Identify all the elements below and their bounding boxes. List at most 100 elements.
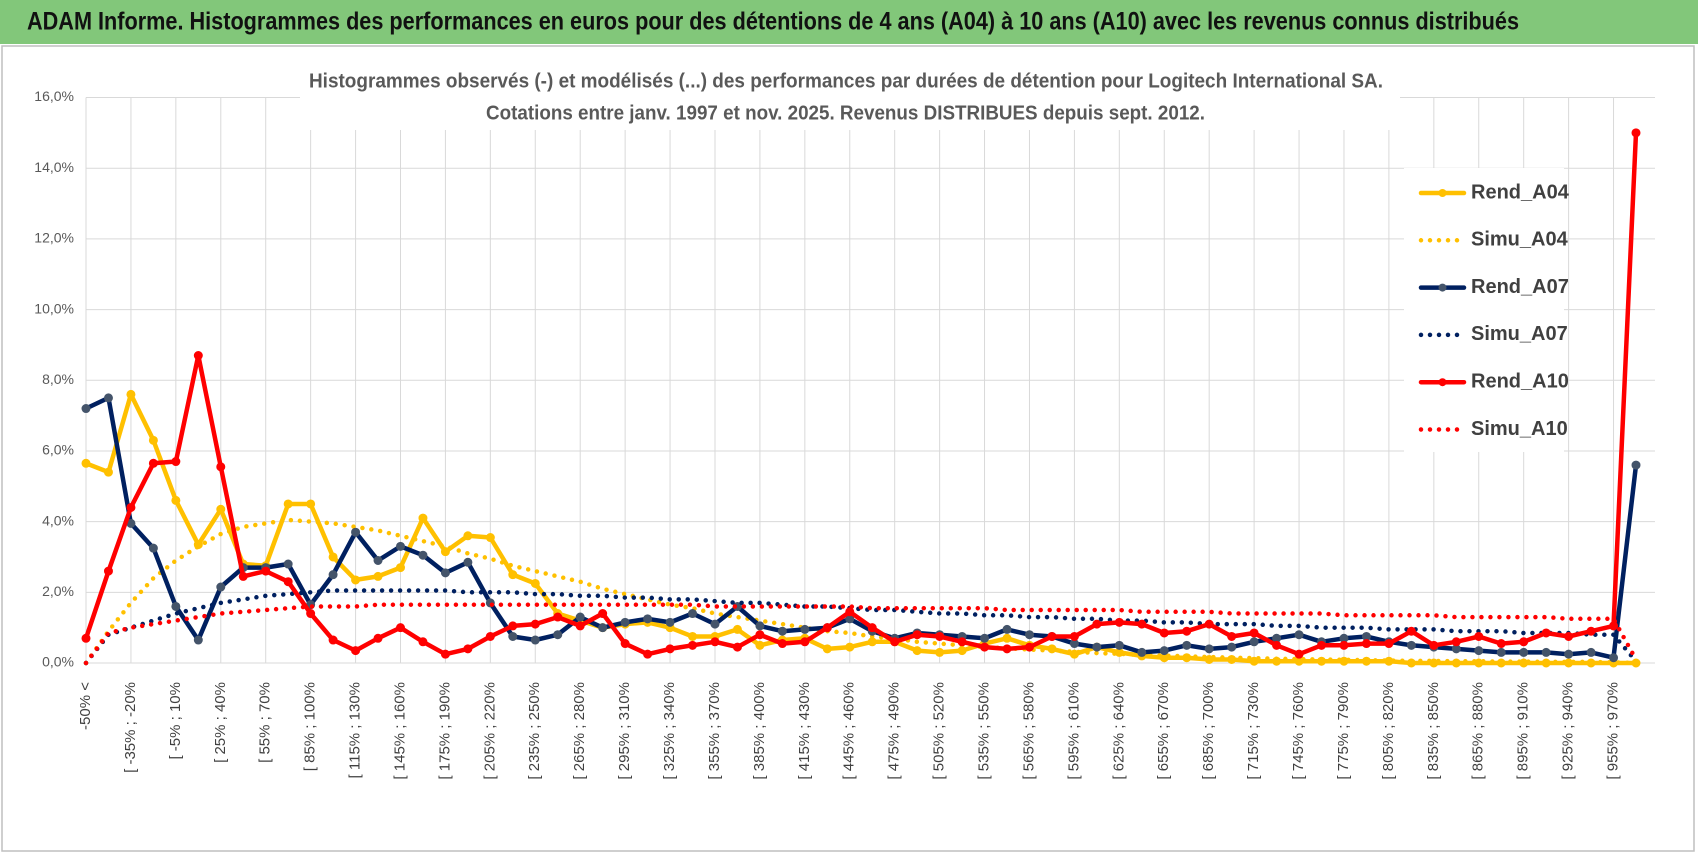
series-line <box>83 517 1639 666</box>
point <box>777 639 787 649</box>
point <box>643 614 653 624</box>
x-tick-label: [ 175% ; 190% <box>436 682 453 780</box>
point <box>418 513 428 523</box>
series-line <box>83 588 1639 666</box>
point <box>530 619 540 629</box>
series-line <box>83 395 1639 660</box>
y-tick-label: 14,0% <box>34 159 74 175</box>
chart-title: Histogrammes observés (-) et modélisés (… <box>309 70 1383 92</box>
legend: Rend_A04 Simu_A04 Rend_A07 Simu_A07 Rend_A10… <box>1418 181 1570 440</box>
point <box>912 646 922 656</box>
series-line <box>83 130 1639 657</box>
point <box>328 570 338 580</box>
point <box>508 570 518 580</box>
point <box>351 527 361 537</box>
point <box>1317 640 1327 650</box>
point <box>283 559 293 569</box>
point <box>306 499 316 509</box>
point <box>1474 646 1484 656</box>
point <box>171 457 181 467</box>
point <box>1631 128 1641 138</box>
point <box>1474 631 1484 641</box>
x-tick-label: [ 145% ; 160% <box>391 682 408 780</box>
x-tick-label: [ 895% ; 910% <box>1515 682 1532 780</box>
point <box>81 458 91 468</box>
point <box>822 623 832 633</box>
point <box>980 633 990 643</box>
point <box>845 642 855 652</box>
x-tick-label: [ 325% ; 340% <box>661 682 678 780</box>
x-tick-label: [ 25% ; 40% <box>212 682 229 763</box>
point <box>328 552 338 562</box>
point <box>1519 637 1529 647</box>
point <box>373 633 383 643</box>
point <box>935 647 945 657</box>
point <box>1002 633 1012 643</box>
point <box>1384 639 1394 649</box>
point <box>710 637 720 647</box>
point <box>440 547 450 557</box>
legend-label: Rend_A10 <box>1471 370 1569 392</box>
x-tick-label: [ 595% ; 610% <box>1065 682 1082 780</box>
point <box>508 621 518 631</box>
point <box>1249 656 1259 666</box>
point <box>1294 649 1304 659</box>
point <box>935 631 945 641</box>
legend-marker <box>1438 378 1447 387</box>
point <box>1541 647 1551 657</box>
point <box>1002 644 1012 654</box>
point <box>440 649 450 659</box>
x-tick-label: [ 205% ; 220% <box>481 682 498 780</box>
point <box>732 624 742 634</box>
point <box>1294 630 1304 640</box>
x-tick-label: [ 865% ; 880% <box>1470 682 1487 780</box>
point <box>1114 617 1124 627</box>
point <box>688 609 698 619</box>
banner-title: ADAM Informe. Histogrammes des performan… <box>27 8 1519 36</box>
point <box>1496 647 1506 657</box>
y-tick-label: 8,0% <box>42 371 74 387</box>
x-tick-label: [ 505% ; 520% <box>931 682 948 780</box>
point <box>620 639 630 649</box>
x-tick-label: [ 415% ; 430% <box>796 682 813 780</box>
point <box>1092 642 1102 652</box>
point <box>1496 639 1506 649</box>
point <box>148 458 158 468</box>
x-tick-label: [ 445% ; 460% <box>841 682 858 780</box>
legend-box <box>1404 168 1564 452</box>
point <box>575 621 585 631</box>
point <box>351 575 361 585</box>
x-tick-label: [ 805% ; 820% <box>1380 682 1397 780</box>
point <box>81 633 91 643</box>
point <box>463 644 473 654</box>
point <box>1047 631 1057 641</box>
point <box>283 577 293 587</box>
point <box>800 624 810 634</box>
point <box>395 563 405 573</box>
point <box>81 404 91 414</box>
point <box>598 623 608 633</box>
point <box>1361 639 1371 649</box>
point <box>148 543 158 553</box>
x-tick-label: [ 265% ; 280% <box>571 682 588 780</box>
point <box>171 601 181 611</box>
point <box>126 502 136 512</box>
y-tick-label: 0,0% <box>42 654 74 670</box>
point <box>373 556 383 566</box>
y-tick-label: 12,0% <box>34 230 74 246</box>
x-tick-label: [ 715% ; 730% <box>1245 682 1262 780</box>
point <box>395 623 405 633</box>
x-tick-label: [ 535% ; 550% <box>976 682 993 780</box>
point <box>1406 640 1416 650</box>
x-tick-label: [ -5% ; 10% <box>167 682 184 760</box>
x-tick-label: [ 385% ; 400% <box>751 682 768 780</box>
point <box>530 578 540 588</box>
point <box>755 640 765 650</box>
y-tick-label: 2,0% <box>42 583 74 599</box>
point <box>710 619 720 629</box>
point <box>283 499 293 509</box>
point <box>216 582 226 592</box>
point <box>665 617 675 627</box>
point <box>957 637 967 647</box>
point <box>1272 640 1282 650</box>
